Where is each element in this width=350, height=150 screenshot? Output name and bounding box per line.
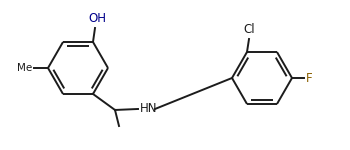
Text: F: F (306, 72, 313, 84)
Text: Me: Me (17, 63, 32, 73)
Text: OH: OH (88, 12, 106, 25)
Text: HN: HN (140, 102, 158, 116)
Text: Cl: Cl (243, 23, 255, 36)
